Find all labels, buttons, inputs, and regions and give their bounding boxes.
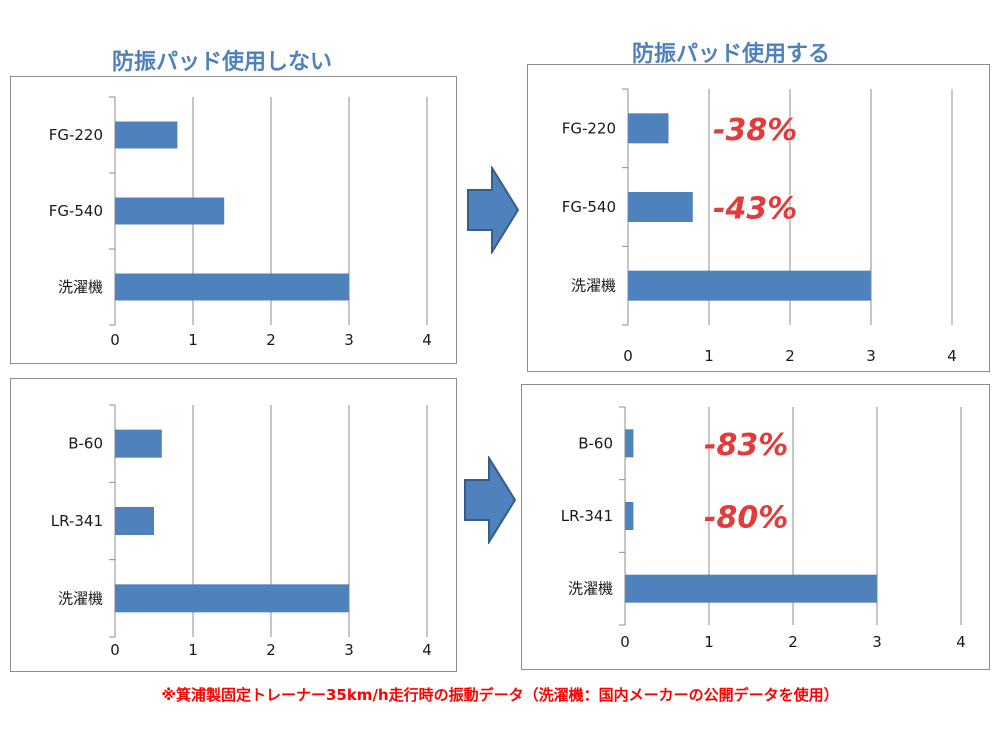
category-label: LR-341: [51, 512, 103, 530]
chart-top-left: FG-220 FG-540 洗濯機 0 1 2 3 4: [49, 96, 432, 349]
bar: [115, 429, 162, 458]
tick-label: 3: [344, 641, 354, 659]
percent-label: -43%: [713, 192, 797, 227]
chart-bottom-left: B-60 LR-341 洗濯機 0 1 2 3 4: [51, 404, 432, 659]
category-label: B-60: [68, 435, 103, 453]
right-arrow-icon: [467, 166, 520, 254]
percent-label: -80%: [704, 501, 788, 536]
tick-label: 1: [188, 331, 198, 349]
bar: [625, 502, 634, 530]
bar: [115, 584, 349, 613]
chart-panel-top-left: FG-220 FG-540 洗濯機 0 1 2 3 4: [10, 76, 457, 364]
tick-label: 4: [422, 641, 432, 659]
bar: [115, 507, 154, 535]
tick-label: 1: [704, 347, 714, 365]
bar: [625, 429, 634, 458]
bar: [115, 273, 349, 301]
percent-label: -38%: [713, 113, 797, 148]
category-label: 洗濯機: [571, 277, 616, 295]
category-label: FG-220: [562, 119, 616, 137]
category-label: FG-220: [49, 126, 103, 144]
percent-label: -83%: [704, 428, 788, 463]
category-label: 洗濯機: [568, 580, 613, 598]
tick-label: 3: [872, 633, 882, 651]
footnote: ※箕浦製固定トレーナー35km/h走行時の振動データ（洗濯機：国内メーカーの公開…: [161, 686, 839, 704]
chart-top-right: FG-220 -38% FG-540 -43% 洗濯機 0 1 2 3 4: [562, 88, 957, 365]
category-label: LR-341: [561, 507, 613, 525]
tick-label: 2: [266, 641, 276, 659]
tick-label: 3: [344, 331, 354, 349]
chart-panel-bottom-left: B-60 LR-341 洗濯機 0 1 2 3 4: [10, 378, 457, 672]
category-label: B-60: [578, 434, 613, 452]
tick-label: 2: [785, 347, 795, 365]
category-label: FG-540: [562, 198, 616, 216]
chart-panel-top-right: FG-220 -38% FG-540 -43% 洗濯機 0 1 2 3 4: [527, 64, 990, 372]
bar: [628, 192, 693, 222]
heading-with-pad: 防振パッド使用する: [632, 42, 831, 67]
tick-label: 4: [956, 633, 966, 651]
right-arrow-icon: [464, 456, 517, 544]
tick-label: 0: [110, 331, 120, 349]
heading-without-pad: 防振パッド使用しない: [112, 50, 333, 75]
tick-label: 3: [866, 347, 876, 365]
category-label: 洗濯機: [58, 278, 103, 296]
category-label: FG-540: [49, 202, 103, 220]
tick-label: 0: [620, 633, 630, 651]
tick-label: 4: [947, 347, 957, 365]
bar: [115, 197, 225, 225]
chart-panel-bottom-right: B-60 -83% LR-341 -80% 洗濯機 0 1 2 3 4: [521, 384, 990, 670]
bar: [625, 574, 877, 603]
tick-label: 1: [188, 641, 198, 659]
tick-label: 0: [110, 641, 120, 659]
tick-label: 2: [788, 633, 798, 651]
tick-label: 4: [422, 331, 432, 349]
bar: [115, 121, 178, 149]
bar: [628, 113, 669, 144]
tick-label: 1: [704, 633, 714, 651]
bar: [628, 270, 871, 301]
category-label: 洗濯機: [58, 589, 103, 607]
chart-bottom-right: B-60 -83% LR-341 -80% 洗濯機 0 1 2 3 4: [561, 406, 966, 651]
tick-label: 2: [266, 331, 276, 349]
tick-label: 0: [623, 347, 633, 365]
